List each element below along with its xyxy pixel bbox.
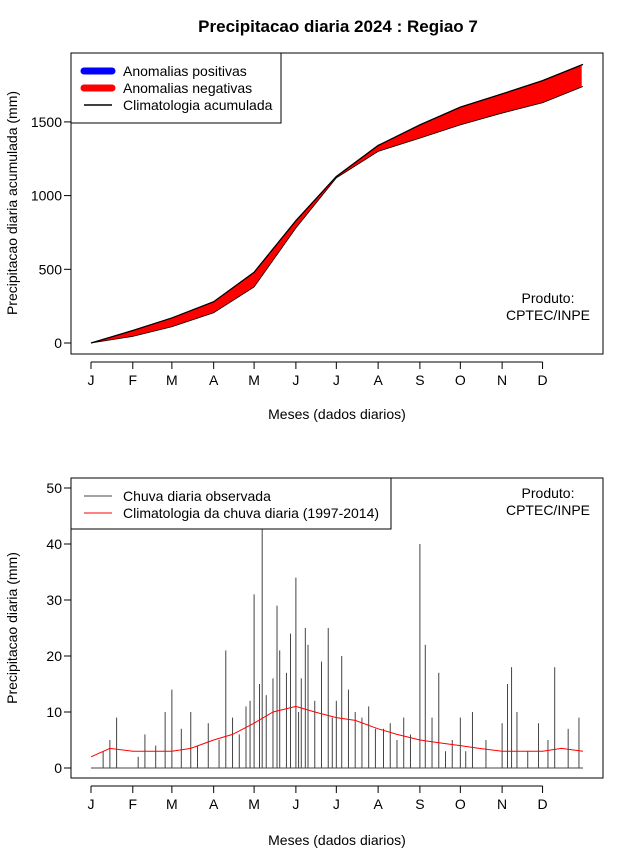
x-tick-label: S xyxy=(415,796,424,812)
figure-title: Precipitacao diaria 2024 : Regiao 7 xyxy=(198,17,478,36)
daily-climatology-layer xyxy=(90,705,584,758)
accumulation-lines xyxy=(90,63,584,344)
x-tick-label: M xyxy=(166,372,178,388)
y-axis-label: Precipitacao diaria (mm) xyxy=(4,552,20,704)
x-tick-label: D xyxy=(537,796,547,812)
x-tick-label: J xyxy=(88,796,95,812)
y-tick-label: 10 xyxy=(46,704,62,720)
credit-line-1: Produto: xyxy=(522,485,575,501)
x-tick-label: N xyxy=(497,796,507,812)
legend-box xyxy=(70,477,392,530)
climatology-line xyxy=(90,63,584,344)
credit-line-2: CPTEC/INPE xyxy=(506,307,590,323)
legend: Chuva diaria observada Climatologia da c… xyxy=(70,477,392,530)
legend-label-negative: Anomalias negativas xyxy=(123,80,252,96)
x-tick-label: A xyxy=(373,796,383,812)
x-tick-label: J xyxy=(88,372,95,388)
x-tick-label: A xyxy=(373,372,383,388)
x-tick-label: M xyxy=(166,796,178,812)
x-tick-label: J xyxy=(292,372,299,388)
legend-label-positive: Anomalias positivas xyxy=(123,63,247,79)
legend-label-climatology: Climatologia da chuva diaria (1997-2014) xyxy=(123,505,379,521)
x-tick-label: M xyxy=(248,372,260,388)
x-axis-label: Meses (dados diarios) xyxy=(268,406,406,422)
y-tick-label: 20 xyxy=(46,648,62,664)
x-axis-label: Meses (dados diarios) xyxy=(268,832,406,848)
legend-label-climatology: Climatologia acumulada xyxy=(123,97,273,113)
y-axis-label: Precipitacao diaria acumulada (mm) xyxy=(4,91,20,315)
x-tick-label: A xyxy=(209,796,219,812)
daily-climatology-line xyxy=(90,705,584,758)
x-tick-label: J xyxy=(333,796,340,812)
cumulative-precipitation-chart: 0 500 1000 1500 J F M A M J J A S O N D Precipitacao d… xyxy=(4,52,604,422)
x-tick-label: O xyxy=(455,372,466,388)
x-tick-label: J xyxy=(292,796,299,812)
negative-anomaly-area xyxy=(91,65,582,343)
x-tick-label: D xyxy=(537,372,547,388)
x-tick-label: F xyxy=(129,372,138,388)
y-tick-label: 30 xyxy=(46,592,62,608)
x-tick-label: N xyxy=(497,372,507,388)
x-tick-label: J xyxy=(333,372,340,388)
x-tick-label: O xyxy=(455,796,466,812)
plot-frame xyxy=(70,52,604,355)
x-tick-label: S xyxy=(415,372,424,388)
y-tick-label: 1000 xyxy=(31,188,62,204)
anomaly-area-layer xyxy=(91,65,582,343)
y-axis: 0 500 1000 1500 xyxy=(31,114,71,351)
x-tick-label: M xyxy=(248,796,260,812)
y-tick-label: 0 xyxy=(54,760,62,776)
credit-line-2: CPTEC/INPE xyxy=(506,502,590,518)
x-tick-label: F xyxy=(129,796,138,812)
y-tick-label: 500 xyxy=(39,261,63,277)
x-tick-label: A xyxy=(209,372,219,388)
y-tick-label: 0 xyxy=(54,335,62,351)
y-axis: 0 10 20 30 40 50 xyxy=(46,480,71,776)
y-tick-label: 50 xyxy=(46,480,62,496)
legend: Anomalias positivas Anomalias negativas … xyxy=(70,52,282,124)
daily-bars-layer xyxy=(91,527,583,769)
y-tick-label: 1500 xyxy=(31,114,62,130)
credit-line-1: Produto: xyxy=(522,290,575,306)
legend-label-observed: Chuva diaria observada xyxy=(123,488,271,504)
observed-accumulated-line xyxy=(90,86,584,344)
daily-precipitation-chart: 0 10 20 30 40 50 J F M A M J J A S O N D Precipitacao di… xyxy=(4,477,604,848)
y-tick-label: 40 xyxy=(46,536,62,552)
